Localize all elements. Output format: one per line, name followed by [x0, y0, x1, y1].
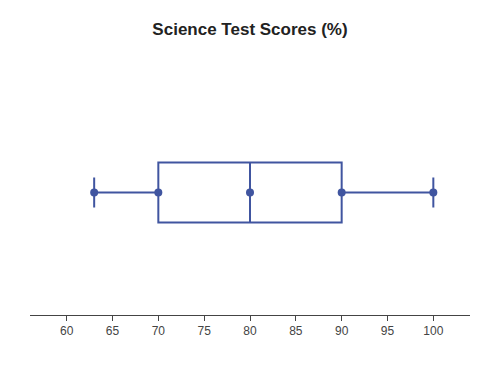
svg-text:70: 70 [152, 324, 166, 338]
svg-text:60: 60 [60, 324, 74, 338]
svg-text:65: 65 [106, 324, 120, 338]
svg-text:100: 100 [423, 324, 443, 338]
svg-text:80: 80 [243, 324, 257, 338]
svg-text:90: 90 [335, 324, 349, 338]
svg-text:Science Test Scores (%): Science Test Scores (%) [152, 20, 347, 39]
svg-text:85: 85 [289, 324, 303, 338]
svg-text:95: 95 [381, 324, 395, 338]
svg-text:75: 75 [197, 324, 211, 338]
